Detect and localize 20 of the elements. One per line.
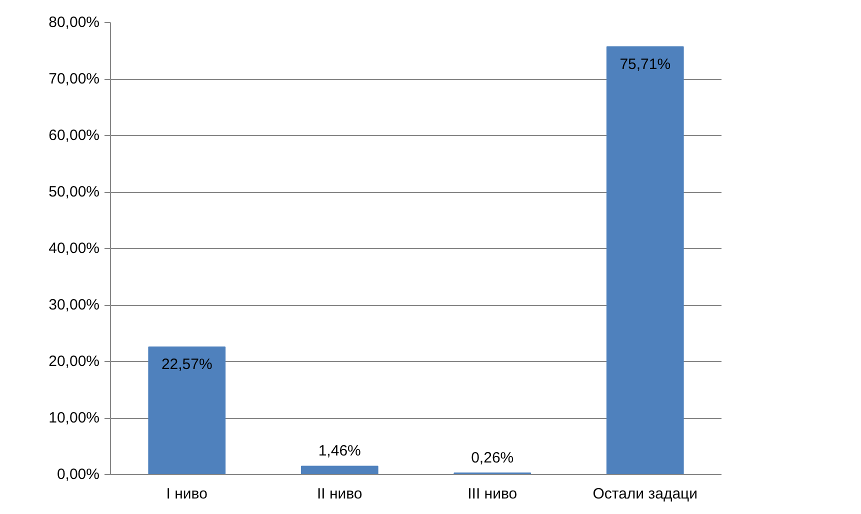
y-tick-label: 10,00% xyxy=(48,410,100,426)
bar xyxy=(148,346,226,474)
x-tick-label: II ниво xyxy=(316,486,362,502)
y-tick-label: 30,00% xyxy=(48,296,100,314)
y-tick-label: 80,00% xyxy=(48,14,100,31)
data-label: 0,26% xyxy=(471,449,514,466)
x-tick-label: Остали задаци xyxy=(592,486,698,502)
data-label: 75,71% xyxy=(620,56,671,73)
x-tick-label: III ниво xyxy=(468,486,518,502)
data-label: 1,46% xyxy=(318,442,361,460)
y-tick-label: 20,00% xyxy=(48,353,100,370)
x-tick-label: I ниво xyxy=(166,486,208,502)
bar xyxy=(300,466,378,474)
y-tick-label: 70,00% xyxy=(48,70,100,88)
bar xyxy=(606,46,684,474)
data-label: 22,57% xyxy=(161,356,212,374)
y-tick-label: 0,00% xyxy=(56,466,100,483)
y-tick-label: 60,00% xyxy=(48,127,100,144)
y-tick-label: 40,00% xyxy=(48,240,100,257)
y-tick-label: 50,00% xyxy=(48,184,100,200)
